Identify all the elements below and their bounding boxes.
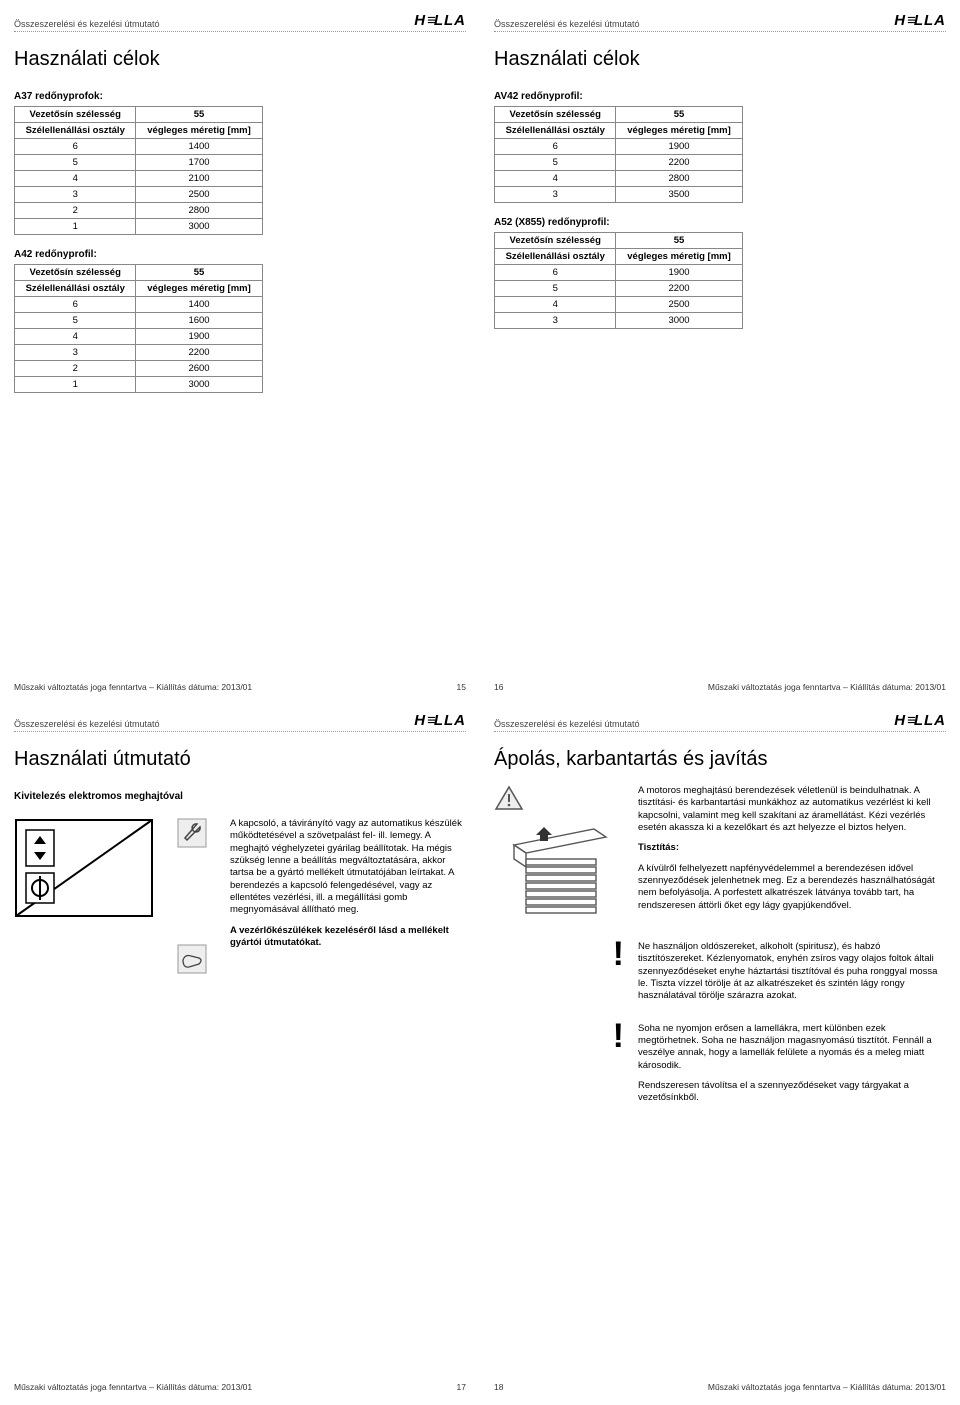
footer-left: Műszaki változtatás joga fenntartva – Ki… — [14, 1382, 252, 1392]
table-a42: Vezetősín szélesség55 Szélellenállási os… — [14, 264, 263, 393]
footer-left: 16 — [494, 682, 503, 692]
cleaning-heading: Tisztítás: — [638, 842, 946, 854]
page-header: Összeszerelési és kezelési útmutató H≡LL… — [14, 712, 466, 732]
header-text: Összeszerelési és kezelési útmutató — [14, 19, 160, 29]
page-footer: 18 Műszaki változtatás joga fenntartva –… — [494, 1352, 946, 1392]
footer-left: 18 — [494, 1382, 503, 1392]
page-footer: Műszaki változtatás joga fenntartva – Ki… — [14, 652, 466, 692]
section-a52: A52 (X855) redőnyprofil: — [494, 217, 743, 228]
table-row: 32500 — [15, 187, 263, 203]
table-a37: Vezetősín szélesség55 Szélellenállási os… — [14, 106, 263, 235]
page-title: Használati célok — [14, 48, 466, 71]
page-17: Összeszerelési és kezelési útmutató H≡LL… — [0, 700, 480, 1400]
page-footer: Műszaki változtatás joga fenntartva – Ki… — [14, 1352, 466, 1392]
exclaim-icon: ! — [613, 935, 624, 973]
hand-pointer-icon — [177, 944, 207, 974]
warning-icon — [494, 785, 524, 811]
table-row: 33500 — [495, 187, 743, 203]
table-row: 13000 — [15, 377, 263, 393]
table-row: 52200 — [495, 281, 743, 297]
table-row: 42100 — [15, 171, 263, 187]
page-footer: 16 Műszaki változtatás joga fenntartva –… — [494, 652, 946, 692]
table-row: 33000 — [495, 313, 743, 329]
table-row: 61400 — [15, 139, 263, 155]
page-header: Összeszerelési és kezelési útmutató H≡LL… — [494, 12, 946, 32]
footer-left: Műszaki változtatás joga fenntartva – Ki… — [14, 682, 252, 692]
page-16: Összeszerelési és kezelési útmutató H≡LL… — [480, 0, 960, 700]
table-a52: Vezetősín szélesség55 Szélellenállási os… — [494, 232, 743, 329]
exclaim-icon: ! — [613, 1017, 624, 1055]
table-row: 51700 — [15, 155, 263, 171]
wrench-icon — [177, 818, 207, 848]
table-row: 13000 — [15, 219, 263, 235]
page-title: Használati célok — [494, 48, 946, 71]
page-15: Összeszerelési és kezelési útmutató H≡LL… — [0, 0, 480, 700]
care-text-3: Soha ne nyomjon erősen a lamellákra, mer… — [638, 1023, 946, 1072]
table-row: 61900 — [495, 139, 743, 155]
section-a42: A42 redőnyprofil: — [14, 249, 263, 260]
body-text-bold: A vezérlőkészülékek kezeléséről lásd a m… — [230, 925, 466, 950]
footer-right: 17 — [457, 1382, 466, 1392]
table-row: 42800 — [495, 171, 743, 187]
page-18: Összeszerelési és kezelési útmutató H≡LL… — [480, 700, 960, 1400]
table-row: 61900 — [495, 265, 743, 281]
page-header: Összeszerelési és kezelési útmutató H≡LL… — [494, 712, 946, 732]
section-av42: AV42 redőnyprofil: — [494, 91, 743, 102]
switch-diagram-icon — [14, 818, 154, 923]
care-text-4: Rendszeresen távolítsa el a szennyeződés… — [638, 1080, 946, 1105]
table-row: 22600 — [15, 361, 263, 377]
logo: H≡LLA — [894, 712, 946, 729]
table-av42: Vezetősín szélesség55 Szélellenállási os… — [494, 106, 743, 203]
table-row: 51600 — [15, 313, 263, 329]
header-text: Összeszerelési és kezelési útmutató — [494, 719, 640, 729]
page-title: Ápolás, karbantartás és javítás — [494, 748, 946, 771]
table-row: 52200 — [495, 155, 743, 171]
body-text: A kapcsoló, a távirányító vagy az automa… — [230, 818, 466, 917]
page-title: Használati útmutató — [14, 748, 466, 771]
footer-right: 15 — [457, 682, 466, 692]
warning-text: A motoros meghajtású berendezések véletl… — [638, 785, 946, 834]
table-row: 22800 — [15, 203, 263, 219]
cleaning-text: A kívülről felhelyezett napfényvédelemme… — [638, 863, 946, 912]
care-text-2: Ne használjon oldószereket, alkoholt (sp… — [638, 941, 946, 1003]
page-subtitle: Kivitelezés elektromos meghajtóval — [14, 791, 466, 802]
page-header: Összeszerelési és kezelési útmutató H≡LL… — [14, 12, 466, 32]
logo: H≡LLA — [414, 12, 466, 29]
table-row: 42500 — [495, 297, 743, 313]
section-a37: A37 redőnyprofok: — [14, 91, 263, 102]
header-text: Összeszerelési és kezelési útmutató — [494, 19, 640, 29]
header-text: Összeszerelési és kezelési útmutató — [14, 719, 160, 729]
footer-right: Műszaki változtatás joga fenntartva – Ki… — [708, 682, 946, 692]
footer-right: Műszaki változtatás joga fenntartva – Ki… — [708, 1382, 946, 1392]
logo: H≡LLA — [414, 712, 466, 729]
table-row: 32200 — [15, 345, 263, 361]
table-row: 41900 — [15, 329, 263, 345]
table-row: 61400 — [15, 297, 263, 313]
blind-diagram-icon — [494, 819, 614, 929]
logo: H≡LLA — [894, 12, 946, 29]
